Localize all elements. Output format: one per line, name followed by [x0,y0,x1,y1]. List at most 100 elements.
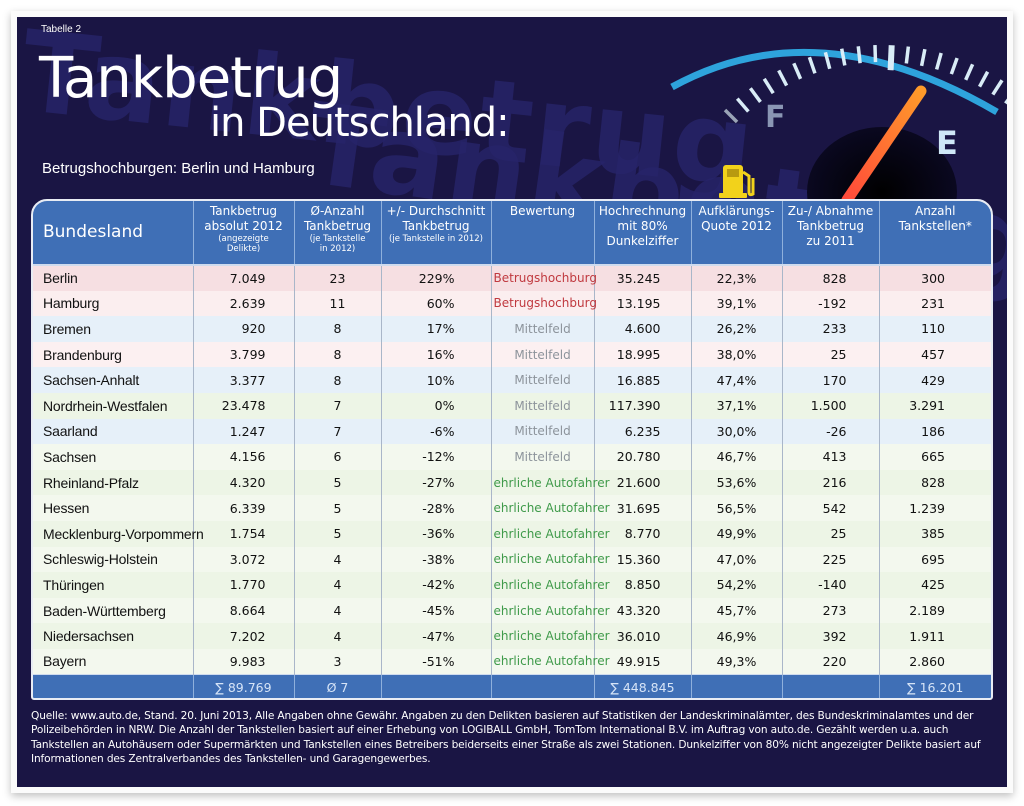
anzahl-tankstellen-cell: 3.291 [879,392,991,419]
hochrechnung-cell: 117.390 [594,392,692,419]
aufklaerungsquote-cell: 49,9% [691,520,783,547]
gauge-tick [1004,98,1007,105]
anzahl-tankstellen-cell: 2.860 [879,648,991,675]
gauge-hub [807,127,957,207]
fuel-pump-icon [719,165,755,198]
tankbetrug-absolut-cell: 2.639 [193,290,295,317]
header-line: +/- Durchschnitt [386,204,486,218]
change-2011-cell: 25 [782,341,880,368]
header-note: (angezeigte [218,234,269,244]
rating-cell: Mittelfeld [491,418,595,445]
tankbetrug-absolut-cell: 7.202 [193,623,295,649]
avg-diff-cell: 60% [381,290,492,317]
change-2011-cell: -26 [782,418,880,445]
tankbetrug-absolut-cell: 920 [193,316,295,342]
state-name-cell: Bayern [33,648,194,675]
table-row: Mecklenburg-Vorpommern 1.754 5 -36% ehrliche… [33,520,991,547]
state-name-cell: Saarland [33,418,194,445]
hochrechnung-cell: 8.850 [594,572,692,598]
header-line: Hochrechnung [598,204,687,218]
gauge-full-label: F [765,100,786,135]
column-header-hochrechnung: Hochrechnung mit 80% Dunkelziffer [594,201,692,266]
table-row: Niedersachsen 7.202 4 -47% ehrliche Autofahr… [33,623,991,649]
gauge-tick [723,108,739,124]
avg-per-station-cell: 23 [294,265,382,291]
aufklaerungsquote-cell: 45,7% [691,597,783,624]
avg-diff-cell: 17% [381,316,492,342]
hochrechnung-cell: 13.195 [594,290,692,317]
hochrechnung-cell: 35.245 [594,265,692,291]
gauge-tick [748,87,762,103]
gauge-tick [977,70,990,88]
avg-diff-cell: 0% [381,392,492,419]
hochrechnung-cell: 31.695 [594,495,692,521]
avg-per-station-cell: 8 [294,341,382,368]
avg-per-station-cell: 7 [294,392,382,419]
tankbetrug-absolut-cell: 9.983 [193,648,295,675]
header-line: Dunkelziffer [606,234,679,248]
avg-diff-cell: -51% [381,648,492,675]
avg-diff-cell: -6% [381,418,492,445]
avg-diff-cell: -38% [381,546,492,573]
column-header-change-2011: Zu-/ Abnahme Tankbetrug zu 2011 [782,201,880,266]
state-name-cell: Bremen [33,316,194,342]
avg-per-station-cell: 3 [294,648,382,675]
aufklaerungsquote-cell: 39,1% [691,290,783,317]
avg-diff-cell: 229% [381,265,492,291]
gauge-arc [670,48,999,116]
gauge-tick [919,48,927,67]
tankbetrug-absolut-cell: 3.377 [193,367,295,393]
hochrechnung-cell: 8.770 [594,520,692,547]
avg-per-station-cell: 5 [294,495,382,521]
column-header-avg-count: Ø-Anzahl Tankbetrug (je Tankstelle in 20… [294,201,382,266]
header-line: zu 2011 [806,234,855,248]
anzahl-tankstellen-cell: 300 [879,265,991,291]
aufklaerungsquote-cell: 49,3% [691,648,783,675]
aufklaerungsquote-cell: 30,0% [691,418,783,445]
tankbetrug-absolut-cell: 3.072 [193,546,295,573]
change-2011-cell: 220 [782,648,880,675]
table-row: Sachsen 4.156 6 -12% Mittelfeld 20.780 46,7% 41… [33,444,991,470]
aufklaerungsquote-cell: 47,4% [691,367,783,393]
aufklaerungsquote-cell: 54,2% [691,572,783,598]
state-name-cell: Berlin [33,265,194,291]
total-empty [782,674,880,698]
rating-cell: Mittelfeld [491,444,595,470]
gauge-tick [949,57,959,75]
state-name-cell: Rheinland-Pfalz [33,469,194,496]
page-title: Tankbetrug [39,46,343,111]
change-2011-cell: 273 [782,597,880,624]
avg-diff-cell: -45% [381,597,492,624]
total-anzahl: ∑ 16.201 [879,674,991,698]
change-2011-cell: 413 [782,444,880,470]
total-empty [491,674,595,698]
gauge-tick [839,48,847,66]
anzahl-tankstellen-cell: 110 [879,316,991,342]
header-line: Ø-Anzahl [310,204,365,218]
state-name-cell: Nordrhein-Westfalen [33,392,194,419]
header-line: Tankbetrug [209,204,278,218]
aufklaerungsquote-cell: 47,0% [691,546,783,573]
hochrechnung-cell: 4.600 [594,316,692,342]
gauge-tick [762,77,775,95]
tankbetrug-absolut-cell: 4.320 [193,469,295,496]
header-line: Tankbetrug [402,219,470,233]
aufklaerungsquote-cell: 38,0% [691,341,783,368]
state-name-cell: Sachsen [33,444,194,470]
table-row: Saarland 1.247 7 -6% Mittelfeld 6.235 30,0% -26… [33,418,991,445]
table-number-label: Tabelle 2 [41,24,82,35]
anzahl-tankstellen-cell: 457 [879,341,991,368]
tankbetrug-absolut-cell: 1.247 [193,418,295,445]
hochrechnung-cell: 20.780 [594,444,692,470]
anzahl-tankstellen-cell: 828 [879,469,991,496]
change-2011-cell: 392 [782,623,880,649]
column-header-bundesland: Bundesland [33,201,194,266]
tankbetrug-absolut-cell: 6.339 [193,495,295,521]
gauge-tick [777,69,789,87]
gauge-ticks [723,45,1007,124]
gauge-tick [887,45,895,71]
avg-per-station-cell: 7 [294,418,382,445]
avg-diff-cell: -12% [381,444,492,470]
rating-cell: ehrliche Autofahrer [491,495,610,521]
state-name-cell: Mecklenburg-Vorpommern [33,520,204,547]
